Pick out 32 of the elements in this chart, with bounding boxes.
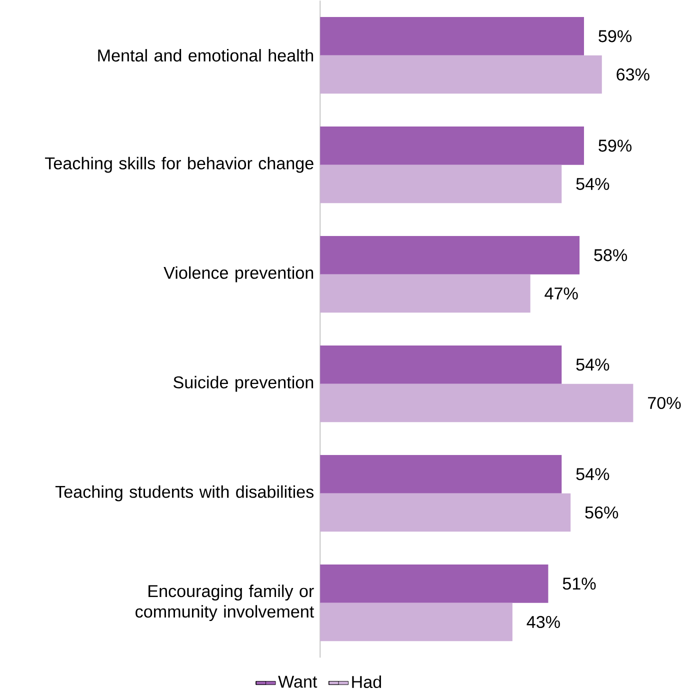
data-label: 47% <box>544 288 578 300</box>
y-tick-label: Teaching students with disabilities <box>55 485 314 502</box>
y-tick-label: Suicide prevention <box>173 376 313 392</box>
bar <box>320 602 512 642</box>
data-label: 59% <box>598 30 632 42</box>
bar <box>320 274 530 313</box>
data-label: 54% <box>576 178 609 190</box>
bar <box>320 564 548 603</box>
y-tick-label: Violence prevention <box>163 266 313 282</box>
legend-label: Had <box>352 676 381 688</box>
bar <box>320 55 602 94</box>
bar <box>320 384 634 422</box>
bar <box>320 164 562 204</box>
data-label: 43% <box>526 616 560 628</box>
y-tick-label: Teaching skills for behavior change <box>44 156 314 173</box>
y-tick-label: Mental and emotional health <box>98 49 313 62</box>
bar <box>320 16 584 56</box>
bar <box>320 455 562 494</box>
y-tick-label: Encouraging family or community involvement <box>135 584 314 622</box>
bar <box>320 346 562 384</box>
data-label: 63% <box>616 68 650 81</box>
data-label: 51% <box>562 578 596 590</box>
legend-label: Want <box>278 676 317 688</box>
data-label: 70% <box>648 396 681 410</box>
bar <box>320 236 580 274</box>
data-label: 54% <box>576 358 609 371</box>
data-label: 54% <box>576 468 609 480</box>
data-label: 58% <box>594 249 627 262</box>
bar <box>320 493 570 532</box>
data-label: 56% <box>585 506 618 519</box>
bar <box>320 126 584 165</box>
data-label: 59% <box>598 140 632 152</box>
